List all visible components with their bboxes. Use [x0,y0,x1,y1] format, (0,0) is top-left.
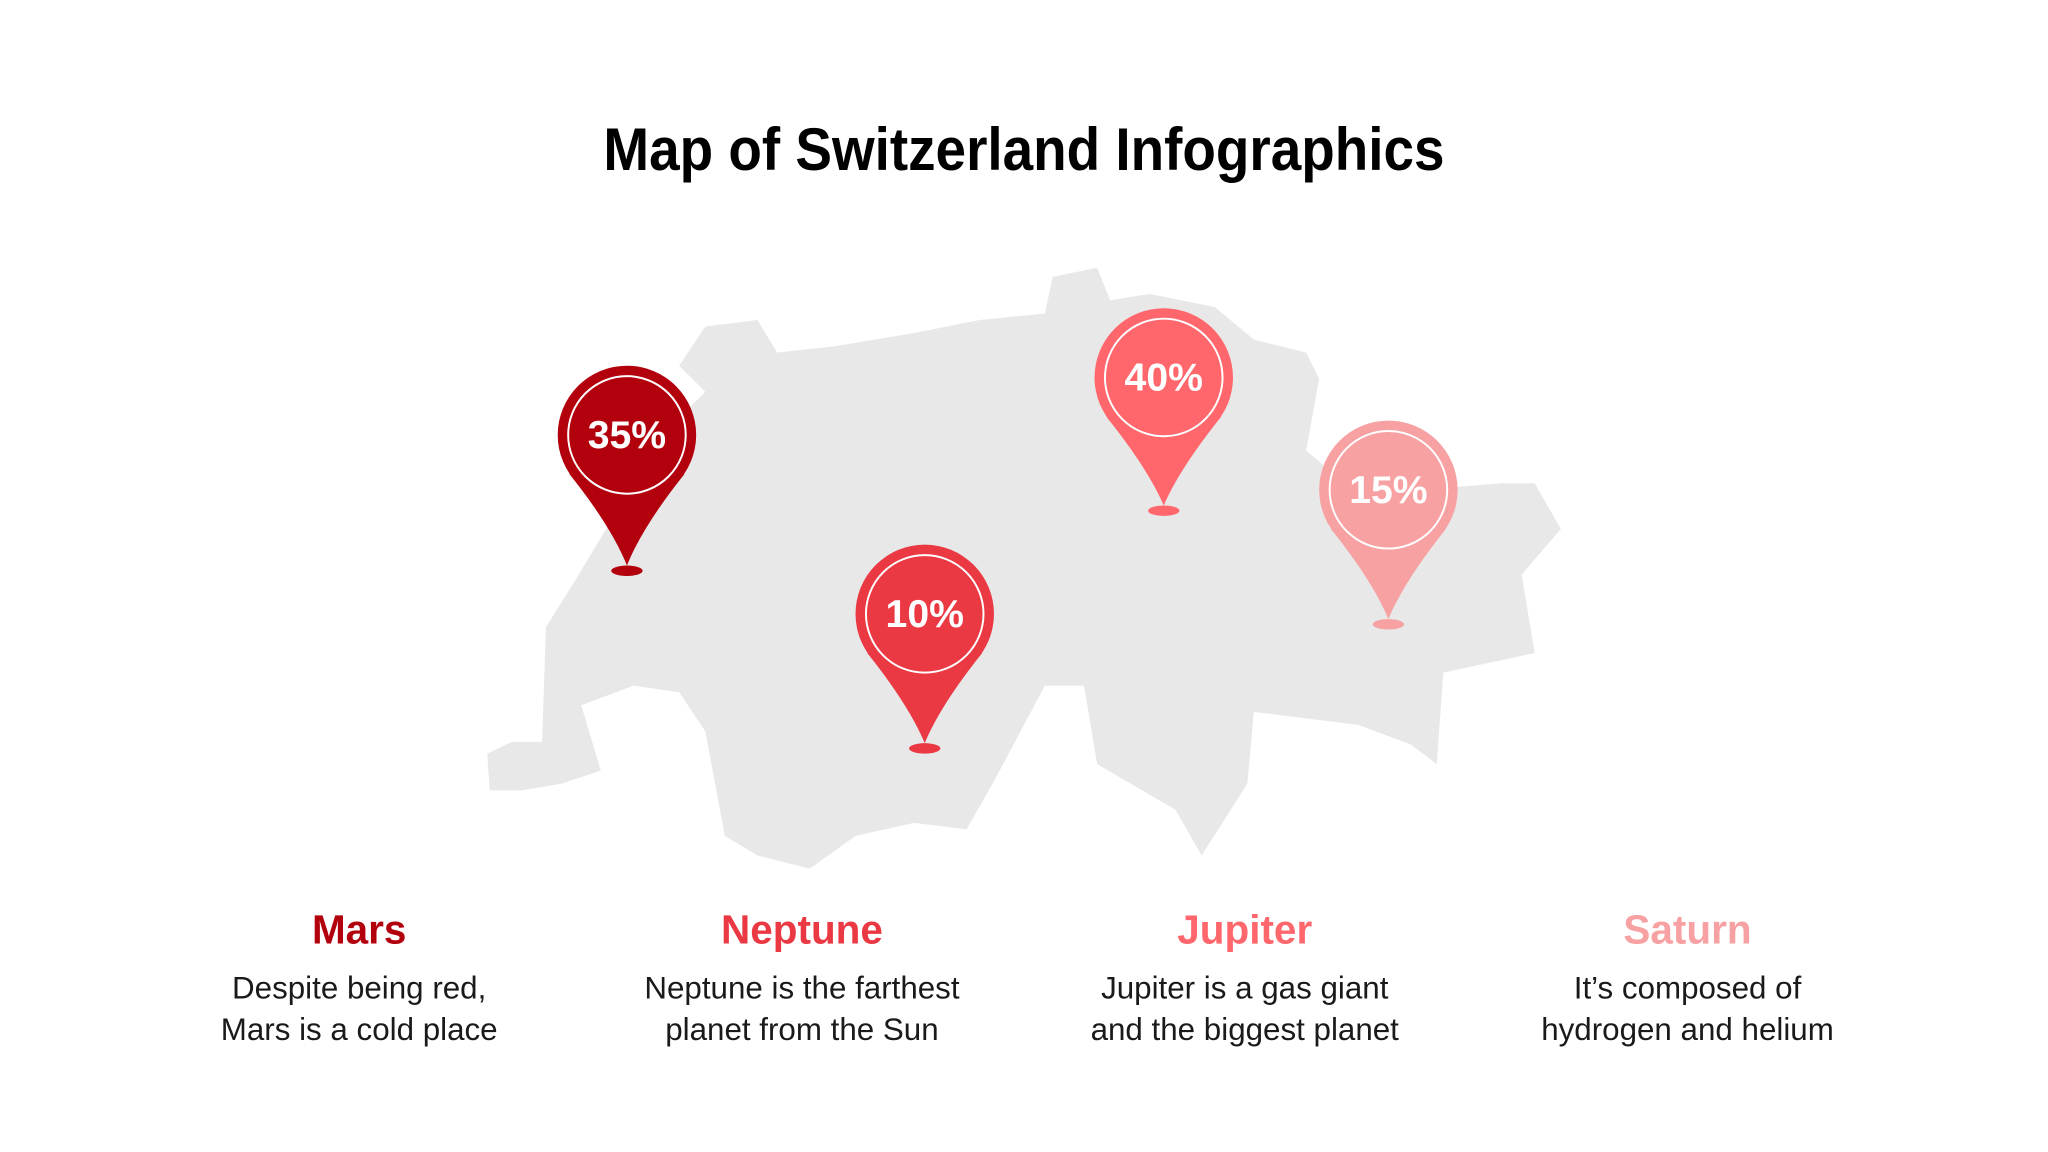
item-name: Mars [312,906,406,952]
item-description: hydrogen and helium [1541,1012,1834,1047]
pin-label: 40% [1125,356,1203,399]
item-description: Despite being red, [232,970,486,1005]
pin-base [909,743,941,754]
pin-head [1094,308,1233,447]
item-name: Saturn [1623,906,1751,952]
switzerland-map [487,267,1561,869]
pin-ring [864,554,985,674]
pin-base [611,565,643,576]
pin-head [557,365,697,505]
pin-ring [1103,317,1224,438]
pin-base [1148,505,1180,516]
item-description: Jupiter is a gas giant [1101,970,1389,1005]
pin-ring [1328,430,1449,550]
pin-label: 10% [886,593,964,636]
item-description: planet from the Sun [665,1012,938,1047]
pin-head [855,544,994,684]
pin-label: 15% [1349,469,1427,512]
title: Map of Switzerland Infographics [603,116,1444,183]
item-description: Neptune is the farthest [644,970,960,1005]
item-description: It’s composed of [1574,970,1802,1005]
pin-head [1319,420,1458,560]
pin-ring [567,375,687,495]
pin-base [1372,619,1405,630]
item-description: Mars is a cold place [221,1012,498,1047]
item-name: Jupiter [1177,906,1312,952]
pin-label: 35% [588,414,666,457]
item-name: Neptune [721,906,883,952]
item-description: and the biggest planet [1091,1012,1400,1047]
